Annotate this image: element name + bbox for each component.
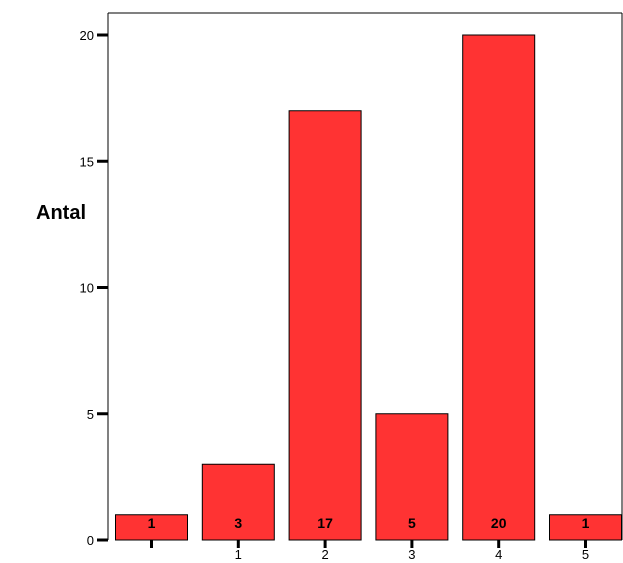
data-label-4: 20 (491, 515, 507, 531)
data-label-1: 3 (234, 515, 242, 531)
bars (115, 34, 622, 541)
y-tick-label-2: 10 (80, 281, 94, 296)
data-label-0: 1 (148, 515, 156, 531)
y-axis: 0 5 10 15 20 (80, 28, 108, 548)
bar-5 (549, 514, 622, 541)
y-tick-label-0: 0 (87, 533, 94, 548)
bar-0 (115, 514, 188, 541)
data-label-5: 1 (582, 515, 590, 531)
bar-3 (375, 413, 449, 541)
bar-4 (462, 34, 536, 541)
x-tick-label-5: 5 (582, 547, 589, 562)
data-labels: 1 3 17 5 20 1 (148, 515, 590, 531)
y-tick-label-1: 5 (87, 407, 94, 422)
x-tick-label-3: 3 (408, 547, 415, 562)
x-tick-label-1: 1 (235, 547, 242, 562)
y-tick-label-4: 20 (80, 28, 94, 43)
bar-1 (201, 463, 275, 541)
plot-frame (107, 12, 623, 540)
x-axis: 1 2 3 4 5 (150, 540, 589, 562)
y-tick-label-3: 15 (80, 154, 94, 169)
data-label-3: 5 (408, 515, 416, 531)
bar-2 (288, 110, 362, 541)
x-tick-label-2: 2 (321, 547, 328, 562)
data-label-2: 17 (317, 515, 333, 531)
x-tick-label-4: 4 (495, 547, 502, 562)
y-axis-label: Antal (36, 202, 86, 224)
